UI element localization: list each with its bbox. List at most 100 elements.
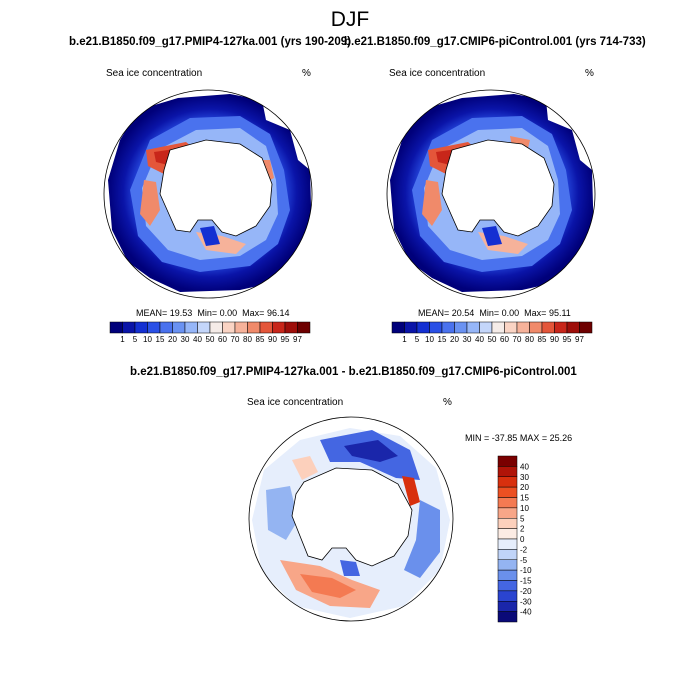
panel-2-peninsula-high xyxy=(422,180,442,226)
panel-1-colorbar-label: 40 xyxy=(193,335,202,344)
panel-1-antarctica xyxy=(159,139,273,237)
panel-2-colorbar-swatch xyxy=(554,321,568,334)
panel-1-colorbar-swatch xyxy=(109,321,123,334)
panel-2-colorbar-label: 50 xyxy=(488,335,497,344)
panel-1-max-label: Max= xyxy=(242,308,265,318)
panel-1-colorbar-label: 15 xyxy=(156,335,165,344)
panel-3-max-value: 25.26 xyxy=(549,433,573,443)
panel-1-peninsula-high xyxy=(140,180,160,226)
panel-1-units-label: % xyxy=(302,68,311,79)
panel-3-colorbar-swatch xyxy=(497,497,518,509)
panel-3-south-core xyxy=(300,574,356,598)
panel-1-colorbar-swatch xyxy=(284,321,298,334)
panel-1-colorbar-label: 5 xyxy=(133,335,138,344)
panel-1-title: b.e21.B1850.f09_g17.PMIP4-127ka.001 (yrs… xyxy=(69,36,351,48)
panel-2-colorbar-label: 10 xyxy=(425,335,434,344)
panel-3-colorbar-label: 0 xyxy=(520,535,525,544)
panel-2-colorbar-label: 60 xyxy=(500,335,509,344)
panel-3-colorbar-swatch xyxy=(497,549,518,560)
panel-2-max-value: 95.11 xyxy=(548,308,571,318)
panel-2-colorbar-swatch xyxy=(579,321,593,334)
panel-1-min-label: Min= xyxy=(197,308,218,318)
figure-title: DJF xyxy=(330,8,370,31)
panel-2-colorbar-label: 30 xyxy=(463,335,472,344)
panel-2-colorbar-label: 5 xyxy=(415,335,420,344)
panel-1-variable-label: Sea ice concentration xyxy=(106,68,203,79)
panel-3-colorbar-label: 30 xyxy=(520,473,529,482)
panel-1-colorbar-label: 1 xyxy=(120,335,125,344)
panel-1-colorbar-swatch xyxy=(259,321,273,334)
panel-3-variable-label: Sea ice concentration xyxy=(247,397,344,408)
panel-1-colorbar-swatch xyxy=(134,321,148,334)
panel-2-colorbar-label: 15 xyxy=(438,335,447,344)
panel-3-map xyxy=(249,417,453,621)
panel-1-colorbar: 1 5 10 15 20 30 40 50 60 70 80 85 90 95 97 xyxy=(109,321,311,344)
panel-1-colorbar-label: 80 xyxy=(243,335,252,344)
panel-1-map xyxy=(104,90,312,298)
panel-3-colorbar-swatch xyxy=(497,559,518,571)
panel-1-colorbar-label: 70 xyxy=(231,335,240,344)
panel-2-colorbar-swatch xyxy=(416,321,430,334)
panel-2-colorbar-label: 40 xyxy=(475,335,484,344)
panel-1-map-border xyxy=(103,89,313,299)
panel-3-max-label: MAX = xyxy=(519,433,548,443)
panel-3-north-core xyxy=(344,440,398,462)
panel-3-west-high xyxy=(292,456,318,480)
panel-3-colorbar-swatch xyxy=(497,455,518,467)
panel-3-colorbar-label: 10 xyxy=(520,504,529,513)
panel-2-colorbar-label: 70 xyxy=(513,335,522,344)
panel-2-min-value: 0.00 xyxy=(501,308,520,318)
panel-3-colorbar-label: -20 xyxy=(520,587,532,596)
panel-2-mean-value: 20.54 xyxy=(451,308,475,318)
panel-1-colorbar-swatch xyxy=(222,321,236,334)
panel-1-colorbar-swatch xyxy=(197,321,211,334)
panel-3-map-border xyxy=(248,416,454,622)
panel-2-colorbar-swatch xyxy=(491,321,505,334)
panel-3-ross-low xyxy=(340,560,360,576)
panel-2-units-label: % xyxy=(585,68,594,79)
panel-1-colorbar-swatch xyxy=(234,321,248,334)
panel-1-mean-label: MEAN= xyxy=(136,308,168,318)
panel-1-colorbar-label: 97 xyxy=(293,335,302,344)
panel-3-colorbar-swatch xyxy=(497,486,518,498)
panel-1-colorbar-label: 30 xyxy=(181,335,190,344)
panel-2-colorbar-swatch xyxy=(541,321,555,334)
panel-2-variable-label: Sea ice concentration xyxy=(389,68,486,79)
panel-2-ross-low xyxy=(482,226,502,246)
panel-1-colorbar-swatch xyxy=(159,321,173,334)
panel-2-title: b.e21.B1850.f09_g17.CMIP6-piControl.001 … xyxy=(344,36,646,48)
panel-1-colorbar-swatch xyxy=(184,321,198,334)
panel-2-colorbar-swatch xyxy=(479,321,493,334)
panel-1-colorbar-label: 90 xyxy=(268,335,277,344)
panel-2-colorbar-label: 97 xyxy=(575,335,584,344)
panel-3-colorbar-label: 5 xyxy=(520,514,525,523)
panel-3-title: b.e21.B1850.f09_g17.PMIP4-127ka.001 - b.… xyxy=(130,366,577,378)
panel-3-colorbar-label: 15 xyxy=(520,494,529,503)
panel-1-colorbar-swatch xyxy=(247,321,261,334)
panel-3-colorbar-swatch xyxy=(497,518,518,529)
panel-3-colorbar-label: -2 xyxy=(520,545,528,554)
panel-1-colorbar-swatch xyxy=(272,321,286,334)
panel-3-colorbar-label: -15 xyxy=(520,577,532,586)
panel-3-colorbar-label: 40 xyxy=(520,462,529,471)
panel-2-map xyxy=(387,90,595,298)
panel-2-colorbar-swatch xyxy=(429,321,443,334)
panel-3-colorbar-swatch xyxy=(497,601,518,612)
panel-1-colorbar-swatch xyxy=(147,321,161,334)
panel-3-colorbar-label: 2 xyxy=(520,525,525,534)
panel-2-colorbar-label: 1 xyxy=(402,335,407,344)
panel-3-colorbar-label: 20 xyxy=(520,483,529,492)
panel-3-stats: MIN = -37.85 MAX = 25.26 xyxy=(465,433,572,443)
panel-3-colorbar-label: -10 xyxy=(520,566,532,575)
panel-2-colorbar-swatch xyxy=(516,321,530,334)
panel-3-colorbar-label: -40 xyxy=(520,608,532,617)
panel-2-colorbar-swatch xyxy=(566,321,580,334)
panel-1-colorbar-label: 95 xyxy=(281,335,290,344)
panel-3-colorbar-swatch xyxy=(497,507,518,519)
panel-3-west-low xyxy=(266,486,298,540)
panel-1-colorbar-label: 20 xyxy=(168,335,177,344)
panel-3-colorbar-swatch xyxy=(497,569,518,581)
panel-2-map-border xyxy=(386,89,596,299)
